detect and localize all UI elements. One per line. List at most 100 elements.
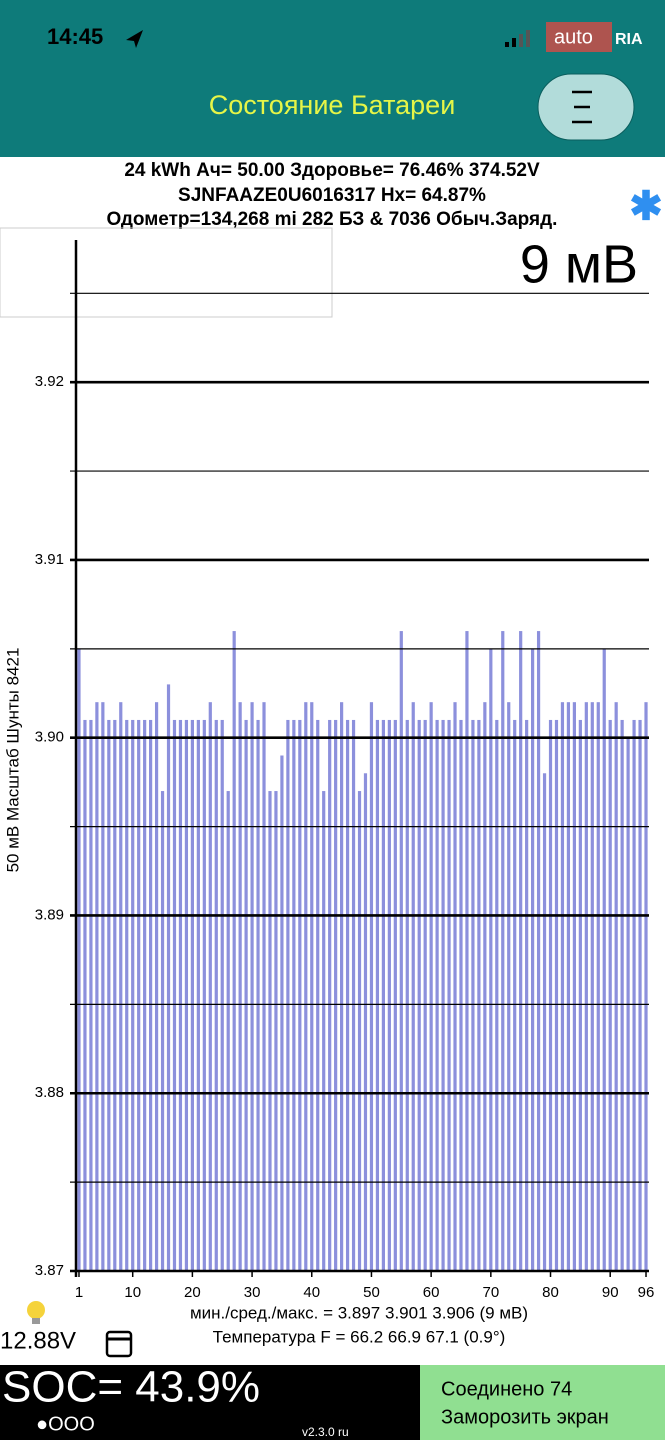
bar bbox=[632, 719, 636, 1271]
bar bbox=[83, 719, 87, 1271]
bar bbox=[328, 719, 332, 1271]
content-bg bbox=[0, 157, 665, 1365]
bar bbox=[172, 719, 177, 1271]
x-tick-label: 50 bbox=[363, 1284, 380, 1301]
bar bbox=[149, 719, 153, 1271]
bar bbox=[507, 702, 511, 1271]
y-tick-label: 3.88 bbox=[35, 1084, 64, 1101]
bar bbox=[310, 702, 314, 1271]
bar bbox=[554, 719, 559, 1271]
bar bbox=[375, 719, 380, 1271]
bar bbox=[542, 773, 547, 1271]
bar bbox=[536, 631, 541, 1271]
bar bbox=[244, 719, 248, 1271]
bar bbox=[638, 719, 642, 1271]
bar bbox=[334, 719, 338, 1271]
x-tick-label: 10 bbox=[124, 1284, 141, 1301]
x-tick-label: 30 bbox=[244, 1284, 261, 1301]
bar bbox=[459, 719, 463, 1271]
info-line: SJNFAAZE0U6016317 Hx= 64.87% bbox=[178, 185, 486, 206]
bar bbox=[143, 719, 147, 1271]
bar bbox=[369, 702, 374, 1271]
bar bbox=[602, 648, 606, 1271]
bar bbox=[345, 719, 350, 1271]
bar bbox=[340, 702, 344, 1271]
bar bbox=[513, 719, 517, 1271]
bar bbox=[316, 719, 320, 1271]
bar bbox=[274, 791, 278, 1271]
bar bbox=[435, 719, 439, 1271]
x-tick-label: 40 bbox=[303, 1284, 320, 1301]
bar bbox=[190, 719, 194, 1271]
bar bbox=[286, 719, 290, 1271]
logo-auto: auto bbox=[554, 26, 593, 48]
logo-ria: RIA bbox=[615, 31, 643, 48]
bar bbox=[465, 631, 469, 1271]
bar bbox=[292, 719, 296, 1271]
bar bbox=[363, 773, 368, 1271]
bar bbox=[256, 719, 260, 1271]
version: v2.3.0 ru bbox=[302, 1425, 349, 1439]
bar bbox=[304, 702, 308, 1271]
bar bbox=[214, 719, 218, 1271]
y-tick-label: 3.87 bbox=[35, 1262, 64, 1279]
info-line: 24 kWh Ач= 50.00 Здоровье= 76.46% 374.52… bbox=[124, 160, 540, 181]
bar bbox=[429, 702, 433, 1271]
bar bbox=[417, 719, 421, 1271]
bar bbox=[220, 719, 224, 1271]
y-tick-label: 3.89 bbox=[35, 906, 64, 923]
bar bbox=[381, 719, 385, 1271]
bar bbox=[525, 719, 529, 1271]
bar bbox=[184, 719, 189, 1271]
bar bbox=[519, 631, 523, 1271]
bar bbox=[489, 648, 493, 1271]
menu-icon bbox=[572, 90, 592, 124]
bar bbox=[113, 719, 117, 1271]
x-tick-label: 96 bbox=[638, 1284, 655, 1301]
overlay-box bbox=[0, 227, 333, 318]
bar bbox=[196, 719, 200, 1271]
voltage: 12.88V bbox=[0, 1327, 76, 1354]
star-icon[interactable]: ✱ bbox=[629, 185, 663, 229]
bar bbox=[77, 648, 81, 1271]
bar bbox=[548, 719, 553, 1271]
bar bbox=[393, 719, 397, 1271]
y-tick-label: 3.91 bbox=[35, 551, 64, 568]
location-icon bbox=[126, 30, 143, 48]
bar bbox=[166, 684, 171, 1271]
x-tick-label: 80 bbox=[542, 1284, 559, 1301]
freeze-button[interactable] bbox=[420, 1365, 665, 1440]
bar bbox=[95, 702, 99, 1271]
bar bbox=[441, 719, 445, 1271]
x-tick-label: 90 bbox=[602, 1284, 619, 1301]
info-line: Одометр=134,268 mi 282 БЗ & 7036 Обыч.За… bbox=[107, 209, 558, 230]
bar bbox=[101, 702, 105, 1271]
header-title: Состояние Батареи bbox=[209, 90, 456, 120]
bar bbox=[154, 702, 159, 1271]
bar bbox=[572, 702, 576, 1271]
page-dots[interactable]: ●OOO bbox=[36, 1413, 95, 1435]
bar bbox=[620, 719, 624, 1271]
bar bbox=[590, 702, 594, 1271]
bar bbox=[501, 631, 505, 1271]
bar bbox=[119, 702, 123, 1271]
logo-bg bbox=[546, 22, 612, 52]
bar bbox=[107, 719, 111, 1271]
bar bbox=[531, 648, 535, 1271]
y-tick-label: 3.92 bbox=[35, 373, 64, 390]
temperature-stats: Температура F = 66.2 66.9 67.1 (0.9°) bbox=[213, 1327, 506, 1346]
plot: 3.87 3.88 3.89 3.90 3.91 3.92 1 10 20 30 40 50 60 70 8… bbox=[35, 240, 655, 1301]
bar bbox=[178, 719, 183, 1271]
bar bbox=[351, 719, 356, 1271]
bar bbox=[447, 719, 451, 1271]
bar bbox=[226, 791, 230, 1271]
bar bbox=[483, 702, 487, 1271]
bar bbox=[262, 702, 266, 1271]
y-axis-label: 50 мВ Масштаб Шунты 8421 bbox=[3, 648, 22, 873]
bar bbox=[560, 702, 565, 1271]
connected-label: Соединено 74 bbox=[441, 1378, 572, 1400]
bar bbox=[644, 702, 648, 1271]
bar bbox=[578, 719, 582, 1271]
bulb-icon bbox=[27, 1301, 45, 1324]
x-tick-label: 60 bbox=[423, 1284, 440, 1301]
